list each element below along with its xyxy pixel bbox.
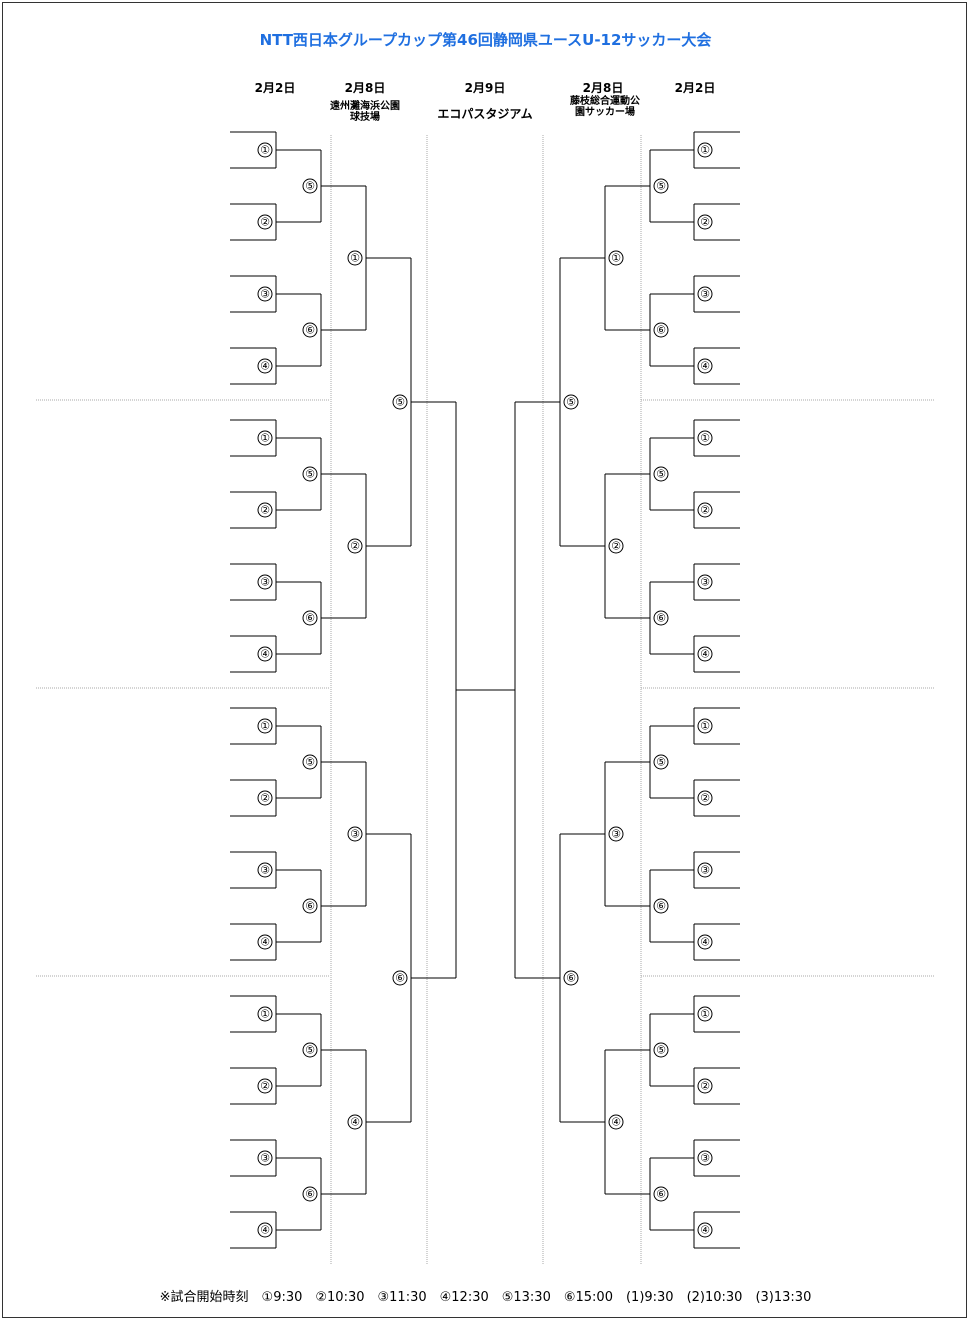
- round1-match-number: ②: [697, 214, 713, 230]
- round1-match-number: ①: [697, 430, 713, 446]
- right-round1-date: 2月2日: [674, 81, 716, 95]
- round3-match-number: ②: [347, 538, 363, 554]
- round2-match-number: ⑤: [653, 1042, 669, 1058]
- round2-match-number: ⑤: [653, 178, 669, 194]
- round3-match-number: ②: [608, 538, 624, 554]
- round2-match-number: ⑤: [302, 754, 318, 770]
- round1-match-number: ④: [697, 934, 713, 950]
- round1-match-number: ②: [257, 790, 273, 806]
- round2-match-number: ⑥: [302, 1186, 318, 1202]
- round1-match-number: ④: [257, 646, 273, 662]
- left-round1-date: 2月2日: [254, 81, 296, 95]
- final-venue: エコパスタジアム: [437, 107, 533, 121]
- round2-match-number: ⑤: [302, 466, 318, 482]
- round2-match-number: ⑤: [302, 1042, 318, 1058]
- round1-match-number: ④: [257, 1222, 273, 1238]
- right-round2-venue: 藤枝総合運動公園サッカー場: [570, 96, 640, 118]
- round3-match-number: ①: [347, 250, 363, 266]
- round4-match-number: ⑤: [563, 394, 579, 410]
- round1-match-number: ③: [257, 862, 273, 878]
- round1-match-number: ④: [257, 358, 273, 374]
- round1-match-number: ③: [697, 286, 713, 302]
- left-round2-date: 2月8日: [344, 81, 386, 95]
- round1-match-number: ③: [257, 286, 273, 302]
- round1-match-number: ①: [257, 142, 273, 158]
- round1-match-number: ②: [697, 1078, 713, 1094]
- final-date: 2月9日: [464, 81, 506, 95]
- round1-match-number: ②: [257, 502, 273, 518]
- round1-match-number: ①: [257, 1006, 273, 1022]
- round1-match-number: ①: [697, 142, 713, 158]
- round1-match-number: ③: [697, 574, 713, 590]
- round2-match-number: ⑤: [302, 178, 318, 194]
- right-round2-date: 2月8日: [582, 81, 624, 95]
- round1-match-number: ①: [697, 1006, 713, 1022]
- round4-match-number: ⑥: [392, 970, 408, 986]
- round1-match-number: ②: [257, 1078, 273, 1094]
- round1-match-number: ④: [257, 934, 273, 950]
- round4-match-number: ⑤: [392, 394, 408, 410]
- tournament-title: NTT西日本グループカップ第46回静岡県ユースU-12サッカー大会: [259, 31, 712, 49]
- round2-match-number: ⑥: [302, 898, 318, 914]
- round3-match-number: ③: [608, 826, 624, 842]
- round1-match-number: ①: [257, 430, 273, 446]
- round1-match-number: ②: [257, 214, 273, 230]
- round3-match-number: ①: [608, 250, 624, 266]
- round2-match-number: ⑥: [653, 322, 669, 338]
- round3-match-number: ④: [347, 1114, 363, 1130]
- round3-match-number: ④: [608, 1114, 624, 1130]
- round2-match-number: ⑤: [653, 466, 669, 482]
- round1-match-number: ④: [697, 646, 713, 662]
- round4-match-number: ⑥: [563, 970, 579, 986]
- round1-match-number: ①: [257, 718, 273, 734]
- round1-match-number: ③: [697, 1150, 713, 1166]
- round2-match-number: ⑥: [653, 898, 669, 914]
- round1-match-number: ④: [697, 358, 713, 374]
- round1-match-number: ③: [257, 574, 273, 590]
- round1-match-number: ①: [697, 718, 713, 734]
- round2-match-number: ⑥: [302, 322, 318, 338]
- round1-match-number: ③: [697, 862, 713, 878]
- round2-match-number: ⑥: [653, 610, 669, 626]
- round2-match-number: ⑥: [302, 610, 318, 626]
- round1-match-number: ②: [697, 790, 713, 806]
- round3-match-number: ③: [347, 826, 363, 842]
- round1-match-number: ③: [257, 1150, 273, 1166]
- round1-match-number: ④: [697, 1222, 713, 1238]
- left-round2-venue: 遠州灘海浜公園球技場: [330, 101, 400, 123]
- round2-match-number: ⑥: [653, 1186, 669, 1202]
- round1-match-number: ②: [697, 502, 713, 518]
- round2-match-number: ⑤: [653, 754, 669, 770]
- start-time-note: ※試合開始時刻 ①9:30 ②10:30 ③11:30 ④12:30 ⑤13:3…: [159, 1290, 812, 1305]
